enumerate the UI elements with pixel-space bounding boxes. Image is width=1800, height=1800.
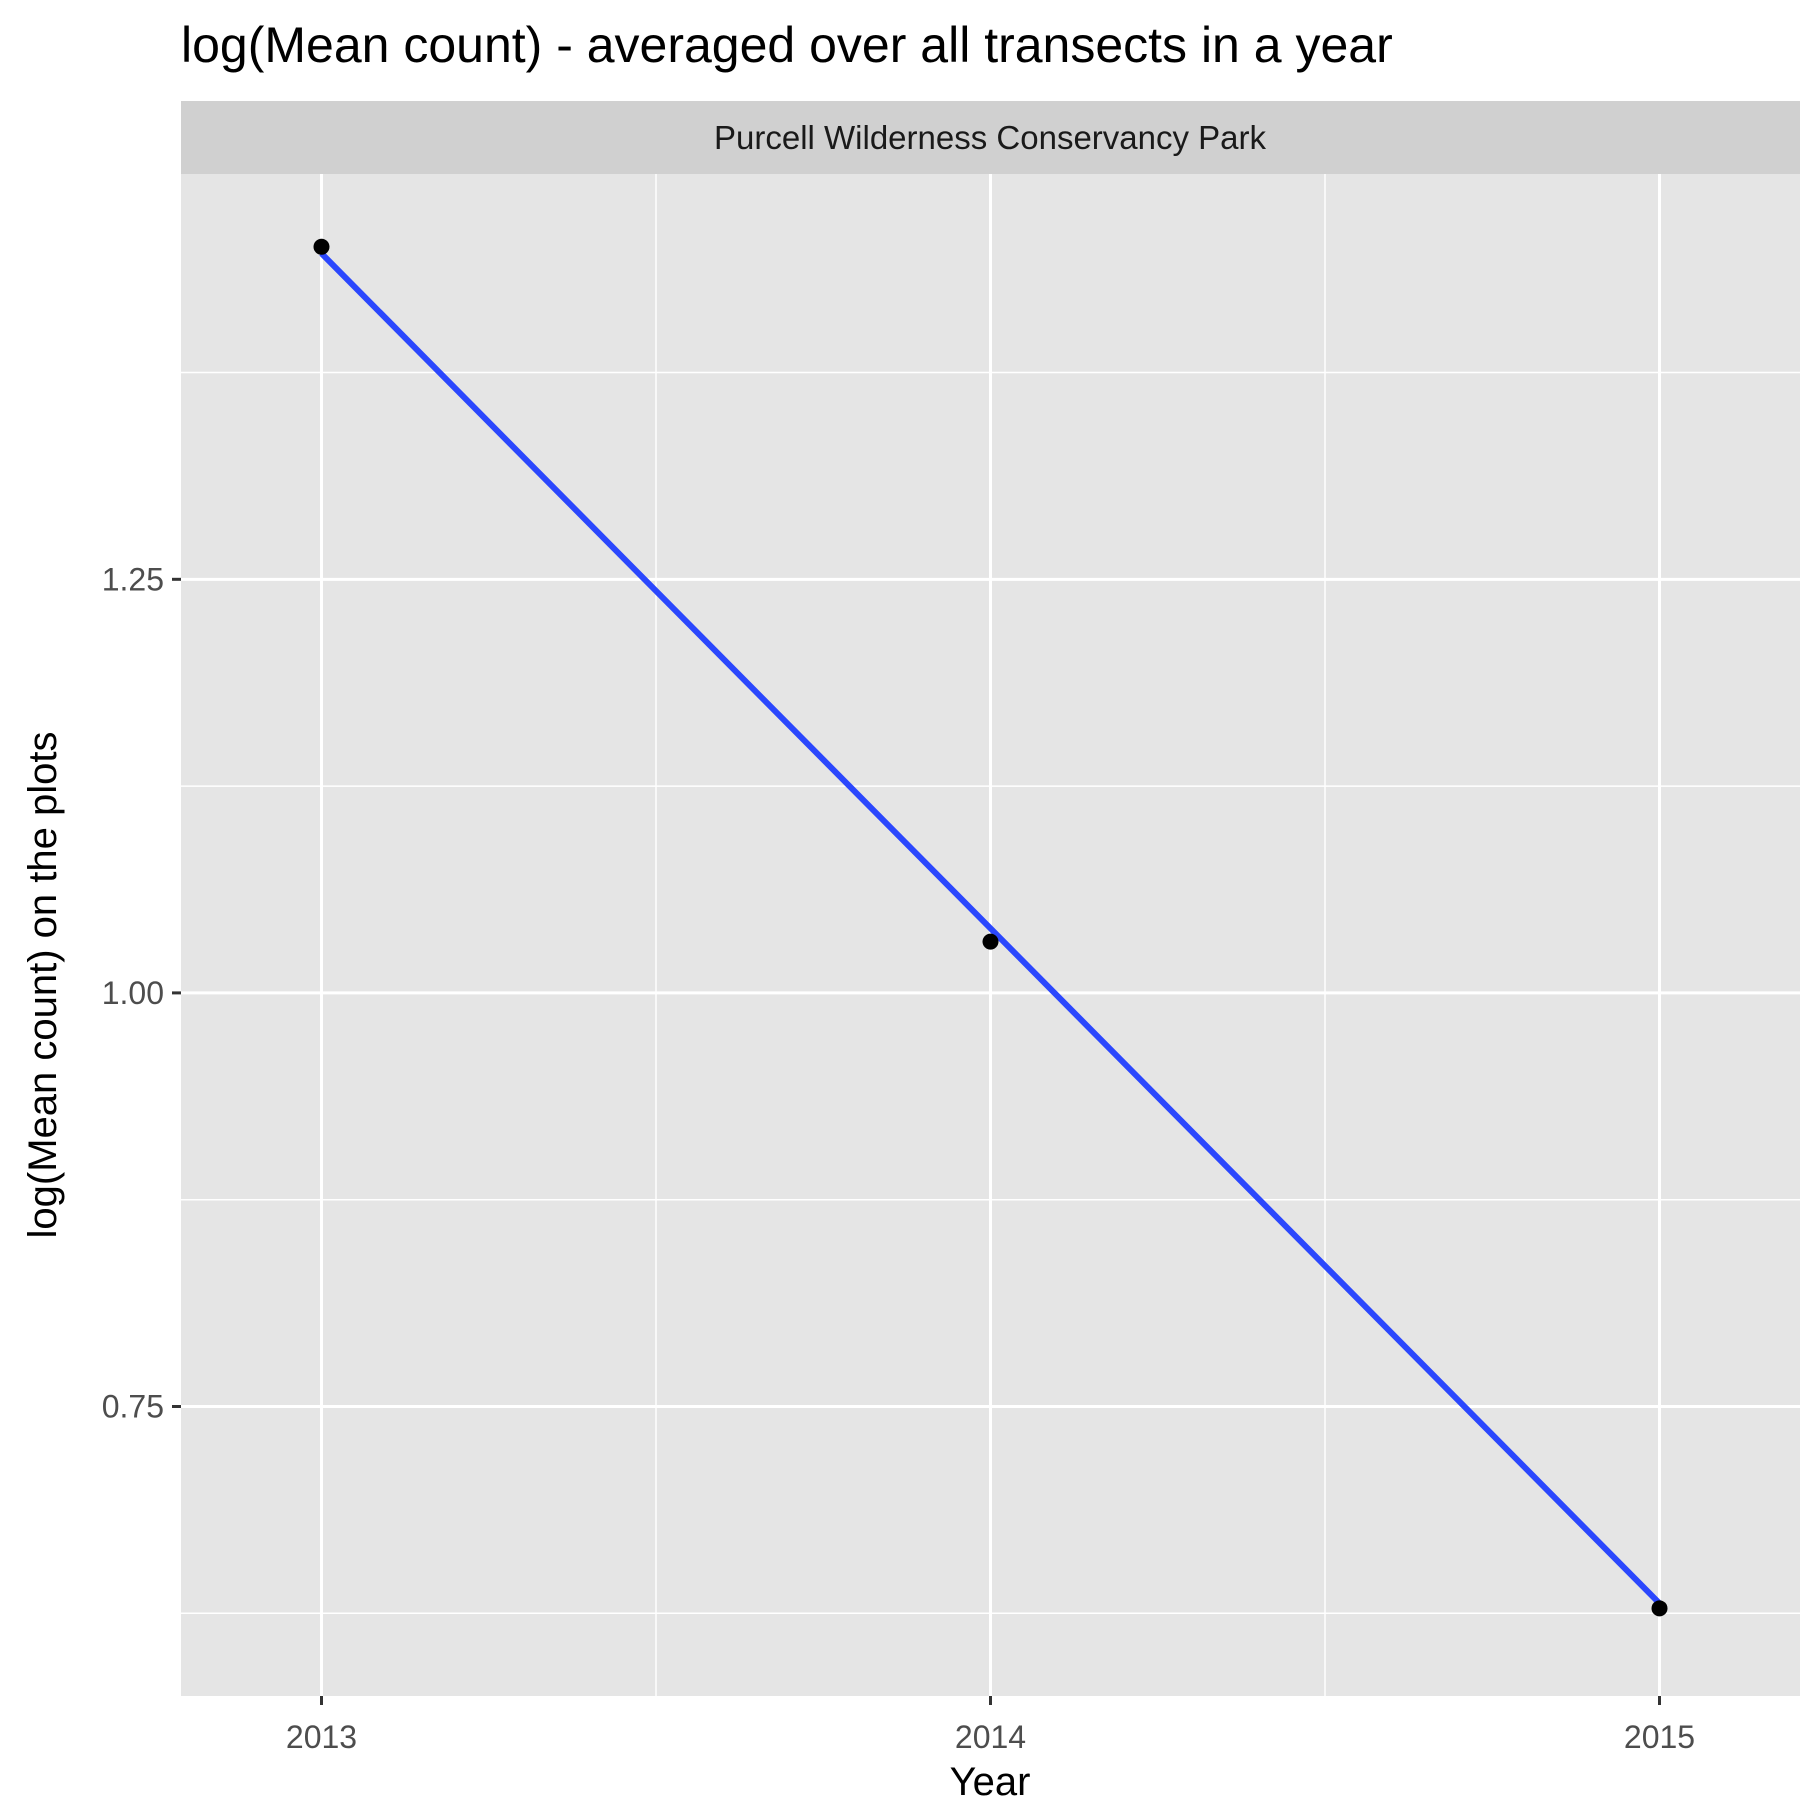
x-tick-label: 2014: [955, 1719, 1026, 1755]
chart-title: log(Mean count) - averaged over all tran…: [181, 17, 1393, 73]
data-point: [982, 933, 999, 950]
trend-line: [319, 251, 1662, 1606]
y-axis-title: log(Mean count) on the plots: [21, 732, 65, 1239]
data-point: [313, 238, 330, 255]
x-axis: 2013 2014 2015: [286, 1696, 1695, 1755]
y-tick-label: 0.75: [102, 1388, 164, 1424]
facet-strip: [181, 101, 1800, 174]
series-layer: [313, 238, 1668, 1617]
facet-label: Purcell Wilderness Conservancy Park: [714, 119, 1267, 156]
data-point: [1651, 1600, 1668, 1617]
y-tick-label: 1.00: [102, 975, 164, 1011]
x-axis-title: Year: [950, 1760, 1031, 1800]
y-axis: 0.75 1.00 1.25: [102, 561, 181, 1424]
y-tick-label: 1.25: [102, 561, 164, 597]
x-tick-label: 2015: [1624, 1719, 1695, 1755]
x-tick-label: 2013: [286, 1719, 357, 1755]
